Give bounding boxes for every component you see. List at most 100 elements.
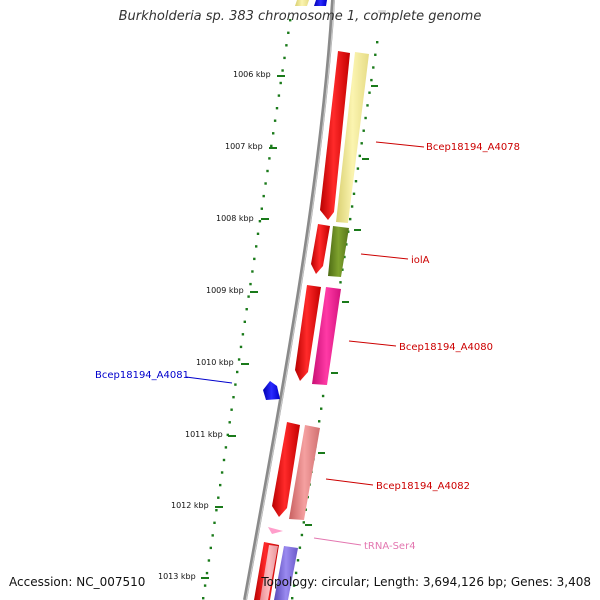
outer-minor-ticks — [305, 85, 378, 526]
ruler-dot — [255, 245, 258, 248]
tick-label-1009: 1009 kbp — [206, 286, 244, 295]
leader-iolA — [360, 253, 409, 260]
feature-top-blue — [314, 0, 327, 6]
ruler-dot — [279, 81, 282, 85]
ruler-dot — [236, 370, 239, 374]
ruler-dot — [339, 281, 342, 284]
tick-label-1013: 1013 kbp — [158, 572, 196, 581]
gene-label-trna-ser4: tRNA-Ser4 — [364, 541, 416, 552]
ruler-dot — [273, 119, 277, 122]
ruler-dot — [291, 597, 294, 600]
ruler-dot — [302, 521, 305, 524]
ruler-dot — [211, 534, 214, 537]
ruler-dot — [366, 104, 369, 107]
ruler-dot — [253, 257, 256, 261]
ruler-dot — [251, 270, 254, 273]
ruler-dot — [217, 496, 220, 499]
map-title: Burkholderia sp. 383 chromosome 1, compl… — [118, 9, 482, 24]
ruler-dots — [202, 19, 292, 600]
leader-4082 — [325, 478, 374, 486]
ruler-dot — [222, 458, 226, 462]
ruler-dot — [320, 407, 323, 410]
gene-bar-4080 — [312, 287, 341, 385]
ruler-dot — [349, 217, 352, 221]
ruler-dot — [354, 180, 358, 183]
ruler-dot — [321, 394, 325, 398]
ruler-dot — [247, 295, 250, 298]
ruler-dot — [209, 546, 212, 550]
ruler-dot — [266, 169, 269, 173]
ruler-dot — [294, 571, 298, 575]
ruler-dot — [341, 268, 344, 271]
ruler-dot — [350, 205, 354, 208]
ruler-dot — [352, 192, 356, 195]
ruler-dot — [285, 44, 288, 47]
gene-label-4082: Bcep18194_A4082 — [376, 481, 470, 492]
trna-marker-ser4 — [268, 527, 283, 534]
summary-text: Topology: circular; Length: 3,694,126 bp… — [261, 575, 591, 589]
ruler-dot — [232, 396, 235, 399]
ruler-dot — [260, 207, 263, 210]
ruler-dot — [356, 167, 360, 170]
ruler-dot — [318, 420, 321, 423]
ruler-dot — [296, 559, 300, 562]
cds-arrow-4082 — [272, 422, 300, 517]
ruler-dot — [289, 19, 292, 22]
ruler-dot — [368, 91, 371, 94]
ruler-dot — [287, 31, 290, 34]
ruler-dot — [277, 94, 281, 97]
ruler-dot — [270, 144, 273, 148]
gene-bar-4078 — [336, 52, 369, 223]
ruler-dot — [343, 255, 346, 259]
gene-label-4080: Bcep18194_A4080 — [399, 342, 493, 353]
ruler-dot — [362, 129, 365, 132]
gene-bar-4082 — [289, 425, 320, 520]
ruler-dot — [202, 597, 205, 600]
tick-label-1012: 1012 kbp — [171, 501, 209, 510]
ruler-dot — [298, 546, 302, 549]
feature-top-yellow — [295, 0, 309, 6]
ruler-dot — [281, 69, 284, 72]
gene-label-4081: Bcep18194_A4081 — [95, 370, 189, 381]
ruler-dot — [268, 157, 271, 160]
ruler-dot — [264, 182, 267, 185]
ruler-dot — [256, 232, 260, 235]
ruler-dot — [292, 584, 296, 587]
ruler-dot — [249, 282, 252, 286]
ruler-dot — [272, 132, 275, 135]
ruler-dot — [237, 358, 241, 361]
ruler-dot — [230, 408, 233, 411]
ruler-dot — [370, 78, 373, 82]
gene-label-4078: Bcep18194_A4078 — [426, 142, 520, 153]
leader-trna — [313, 537, 362, 546]
tick-label-1010: 1010 kbp — [196, 358, 234, 367]
gene-bar-iolA — [328, 226, 349, 277]
ruler-dot — [358, 154, 361, 158]
leader-4080 — [348, 340, 397, 347]
ruler-dot — [234, 383, 237, 386]
ruler-dot — [245, 308, 248, 311]
ruler-dot — [219, 483, 222, 487]
ruler-dot — [275, 107, 279, 110]
ruler-dot — [228, 421, 231, 424]
cds-arrow-4078 — [320, 51, 350, 220]
ruler-dot — [300, 533, 304, 537]
ruler-dot — [220, 471, 224, 474]
ruler-dot — [205, 571, 209, 575]
tick-label-1006: 1006 kbp — [233, 70, 271, 79]
cds-arrow-iolA — [311, 224, 330, 274]
gene-bar-bottom — [274, 546, 298, 600]
gene-label-iolA: iolA — [411, 255, 430, 266]
ruler-dot — [215, 509, 218, 512]
ruler-dot — [258, 220, 262, 223]
ruler-dot — [239, 345, 243, 349]
tick-label-1011: 1011 kbp — [185, 430, 223, 439]
ruler-dot — [241, 333, 245, 336]
ruler-dot — [207, 559, 211, 562]
ruler-dot — [374, 53, 377, 56]
ruler-dot — [213, 521, 216, 524]
accession-text: Accession: NC_007510 — [9, 575, 146, 589]
tick-label-1008: 1008 kbp — [216, 214, 254, 223]
ruler-dot — [283, 56, 286, 60]
